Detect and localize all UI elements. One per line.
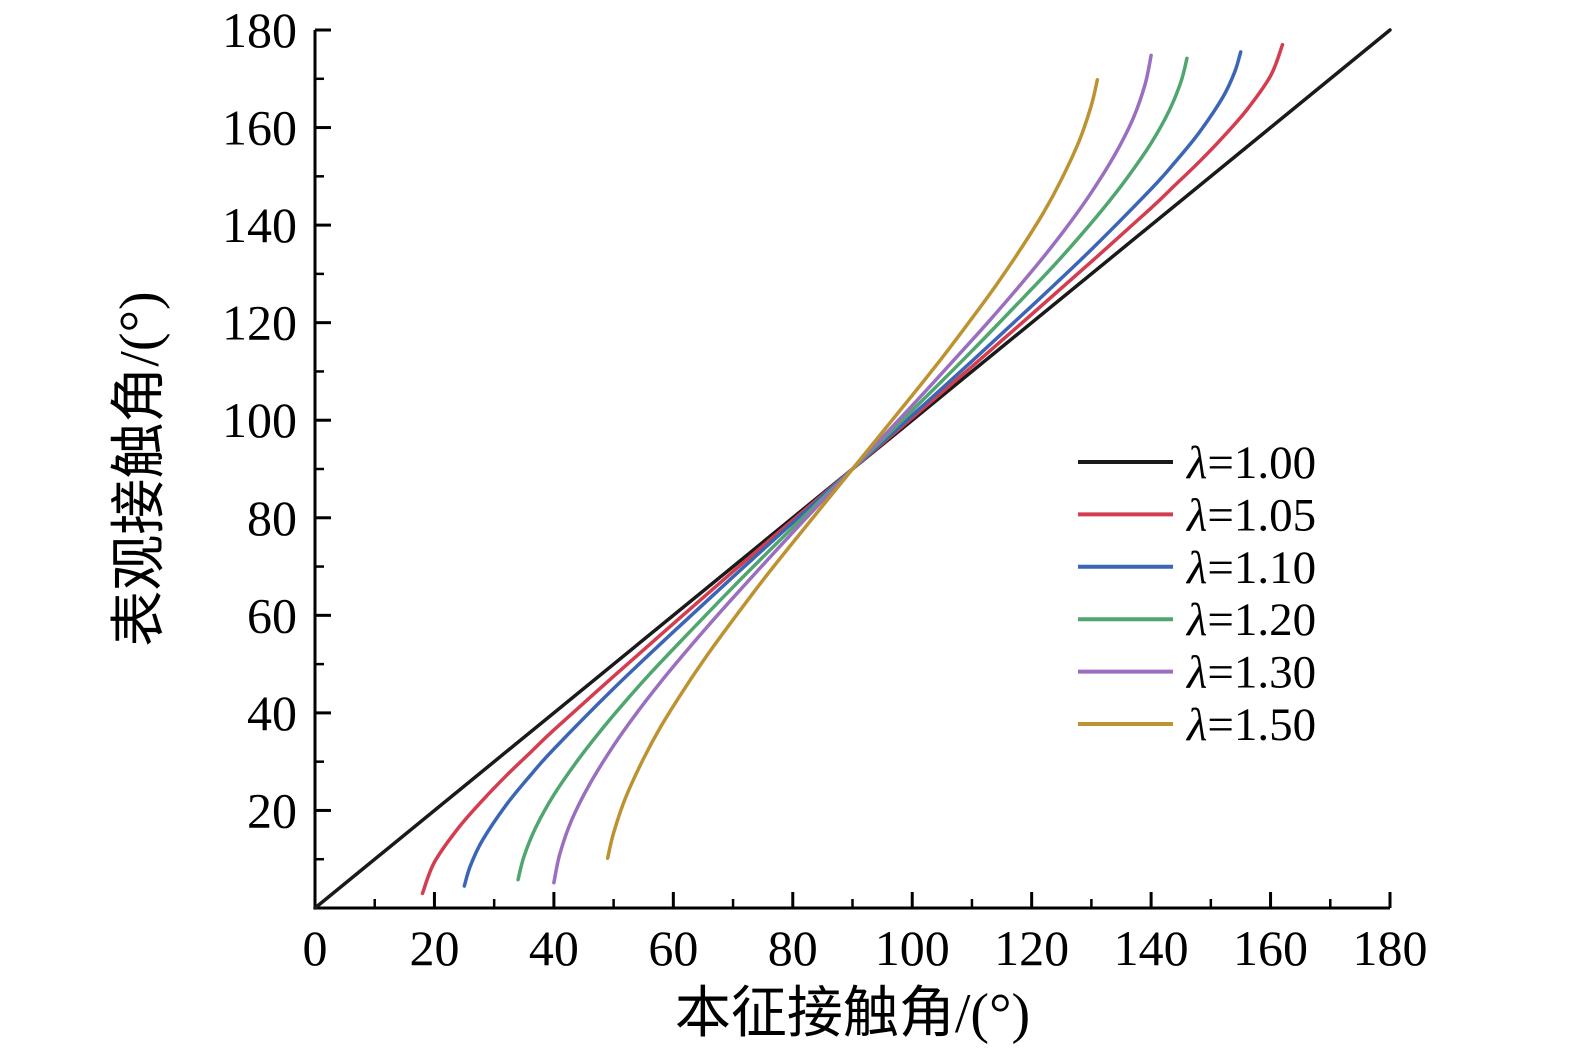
y-tick-label: 100 [222,392,297,448]
x-tick-label: 120 [994,920,1069,976]
legend-label: λ=1.10 [1185,542,1316,594]
legend-label: λ=1.30 [1185,647,1316,699]
x-tick-label: 40 [529,920,579,976]
x-tick-label: 180 [1353,920,1428,976]
legend-item-lambda-1.20: λ=1.20 [1078,594,1316,646]
legend-item-lambda-1.10: λ=1.10 [1078,542,1316,594]
y-tick-label: 40 [247,685,297,741]
legend-label: λ=1.50 [1185,699,1316,751]
y-tick-label: 80 [247,490,297,546]
legend-item-lambda-1.50: λ=1.50 [1078,699,1316,751]
y-tick-label: 180 [222,2,297,58]
legend-label: λ=1.00 [1185,437,1316,489]
legend-label: λ=1.20 [1185,594,1316,646]
y-tick-label: 160 [222,100,297,156]
x-tick-label: 0 [303,920,328,976]
x-tick-label: 100 [875,920,950,976]
legend-label: λ=1.05 [1185,489,1316,541]
y-tick-label: 60 [247,587,297,643]
x-tick-label: 20 [409,920,459,976]
x-axis-title: 本征接触角/(°) [675,983,1030,1045]
x-tick-label: 160 [1233,920,1308,976]
x-tick-label: 80 [768,920,818,976]
series-line-lambda-1.50 [605,78,1100,860]
y-tick-label: 20 [247,782,297,838]
x-tick-label: 60 [648,920,698,976]
legend-item-lambda-1.30: λ=1.30 [1078,647,1316,699]
x-tick-label: 140 [1114,920,1189,976]
y-tick-label: 140 [222,197,297,253]
legend-item-lambda-1.05: λ=1.05 [1078,489,1316,541]
y-tick-label: 120 [222,295,297,351]
legend-item-lambda-1.00: λ=1.00 [1078,437,1316,489]
y-axis-title: 表观接触角/(°) [109,291,171,646]
